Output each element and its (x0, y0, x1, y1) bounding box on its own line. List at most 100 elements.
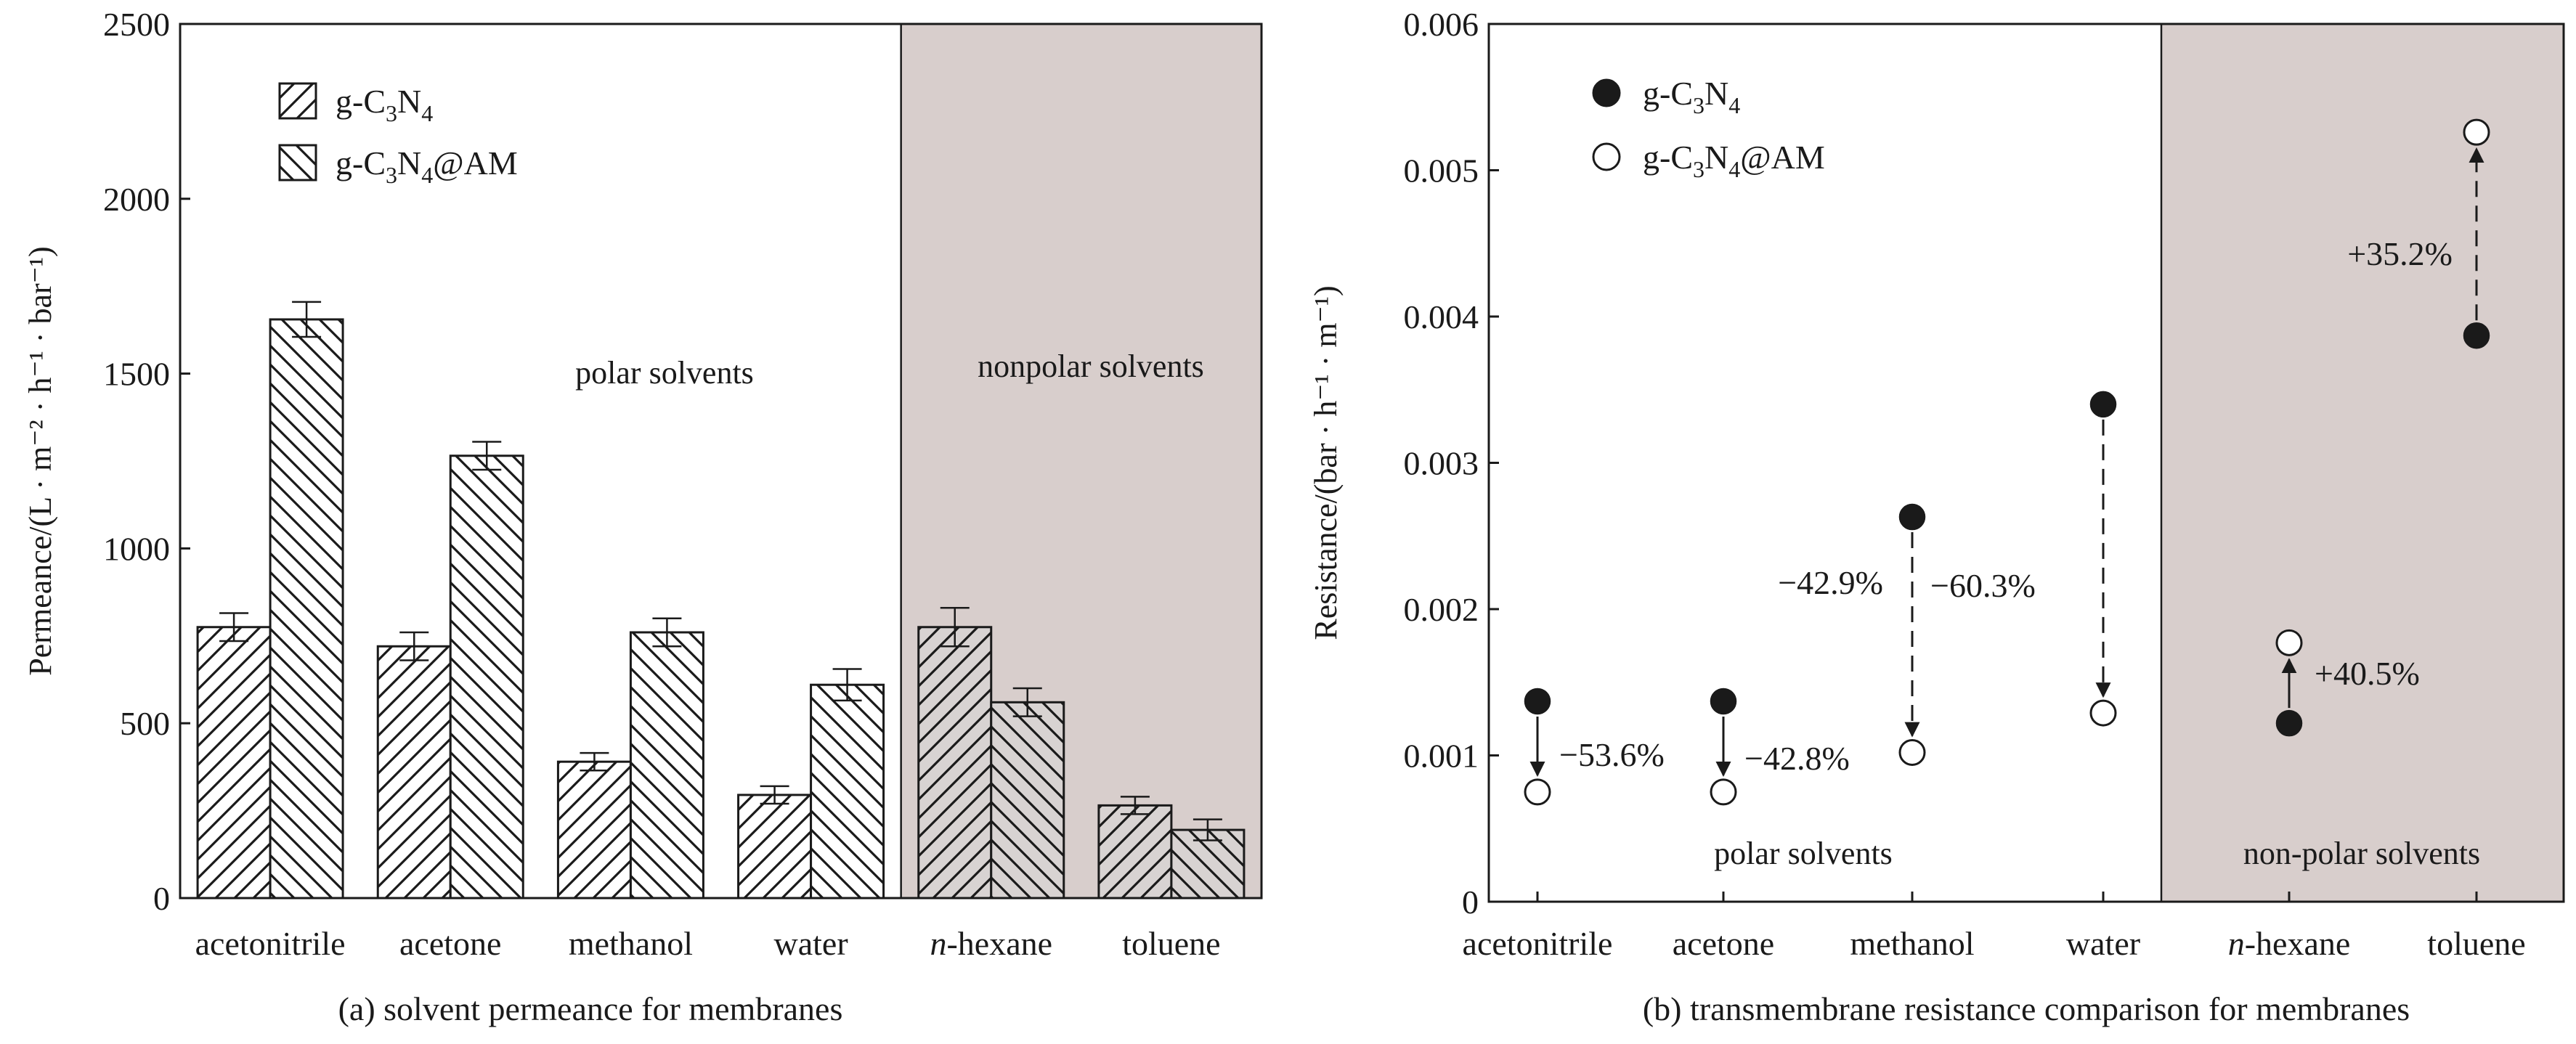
data-points (1524, 118, 2490, 806)
y-axis-ticks: 0 500 1000 1500 2000 2500 (103, 6, 190, 917)
change-label: +35.2% (2347, 235, 2453, 272)
change-label: +40.5% (2315, 655, 2420, 692)
x-axis-ticks: acetonitrile acetone methanol water n-hexane… (1463, 892, 2526, 962)
point-g-C3N4@AM-toluene (2463, 118, 2490, 146)
bar-hatch (917, 626, 993, 900)
legend-label: g-C3N4@AM (336, 144, 518, 188)
change-label: −53.6% (1559, 736, 1665, 773)
x-tick-label: acetonitrile (195, 925, 346, 962)
point-g-C3N4@AM-acetone (1710, 778, 1737, 806)
y-tick-label: 0 (153, 880, 170, 917)
y-tick-label: 0.002 (1404, 591, 1479, 628)
change-label: −42.8% (1744, 740, 1850, 777)
y-tick-label: 0.003 (1404, 445, 1479, 482)
error-bar (1012, 687, 1042, 717)
x-tick-label: water (774, 925, 848, 962)
permeance-chart: 0 500 1000 1500 2000 2500 acetonitrile acetone… (23, 6, 1263, 1027)
y-tick-label: 0.006 (1404, 6, 1479, 43)
bar-hatch (269, 318, 344, 900)
error-bar (652, 617, 682, 648)
error-bar (219, 612, 249, 643)
error-bar (940, 607, 970, 648)
x-tick-label: acetonitrile (1463, 925, 1613, 962)
x-tick-label: methanol (569, 925, 693, 962)
y-tick-label: 2000 (103, 181, 170, 218)
point-g-C3N4-toluene (2463, 322, 2490, 349)
point-g-C3N4-n-hexane (2275, 709, 2303, 737)
legend-swatch (278, 144, 317, 182)
legend-label: g-C3N4 (336, 83, 433, 126)
legend: g-C3N4 g-C3N4@AM (1592, 75, 1825, 182)
point-g-C3N4-acetonitrile (1524, 688, 1551, 715)
error-bar (1120, 796, 1150, 815)
error-bar (292, 301, 322, 338)
caption: (b) transmembrane resistance comparison … (1643, 990, 2410, 1027)
point-g-C3N4@AM-n-hexane (2275, 629, 2303, 656)
bar-hatch (449, 454, 524, 900)
y-axis-label: Resistance/(bar · h⁻¹ · m⁻¹) (1308, 285, 1344, 640)
error-bar (399, 631, 429, 661)
x-tick-label: n-hexane (930, 925, 1052, 962)
point-g-C3N4-water (2089, 391, 2117, 418)
legend-item-g-C3N4: g-C3N4 (1592, 75, 1740, 118)
y-tick-label: 0.001 (1404, 738, 1479, 775)
point-g-C3N4@AM-acetonitrile (1524, 778, 1551, 806)
legend-label: g-C3N4@AM (1643, 139, 1825, 182)
legend-marker (1592, 142, 1621, 171)
bar-g-C3N4@AM-methanol (629, 631, 704, 900)
bar-g-C3N4@AM-acetone (449, 454, 524, 900)
bar-hatch (196, 626, 272, 900)
y-tick-label: 2500 (103, 6, 170, 43)
y-axis-label: Permeance/(L · m⁻² · h⁻¹ · bar⁻¹) (23, 246, 58, 675)
bar-hatch (810, 683, 885, 900)
bar-hatch (376, 645, 452, 900)
error-bar (832, 668, 862, 702)
change-label: −42.9% (1778, 564, 1883, 601)
legend-item-g-C3N4: g-C3N4 (278, 82, 433, 126)
bar-hatch (990, 701, 1065, 900)
caption: (a) solvent permeance for membranes (338, 990, 843, 1027)
bar-g-C3N4@AM-n-hexane (990, 701, 1065, 900)
y-axis-ticks: 0 0.001 0.002 0.003 0.004 0.005 0.006 (1404, 6, 1499, 921)
x-tick-label: acetone (1673, 925, 1774, 962)
legend-swatch (278, 82, 317, 120)
x-tick-label: acetone (399, 925, 501, 962)
y-tick-label: 500 (120, 705, 170, 742)
change-label: −60.3% (1930, 567, 2036, 604)
bar-hatch (737, 794, 813, 900)
region-label-polar: polar solvents (1714, 836, 1893, 871)
legend-label: g-C3N4 (1643, 75, 1740, 118)
legend-item-g-C3N4@AM: g-C3N4@AM (278, 144, 518, 188)
bar-g-C3N4-acetonitrile (196, 626, 272, 900)
x-tick-label: toluene (2427, 925, 2525, 962)
bar-g-C3N4-water (737, 794, 813, 900)
y-tick-label: 0.005 (1404, 152, 1479, 189)
bar-g-C3N4-toluene (1097, 804, 1173, 900)
bars (196, 318, 1246, 900)
error-bar (580, 751, 609, 772)
x-tick-label: toluene (1122, 925, 1220, 962)
point-g-C3N4-methanol (1898, 503, 1926, 531)
change-arrows (1529, 147, 2484, 777)
x-tick-label: n-hexane (2228, 925, 2351, 962)
point-g-C3N4@AM-methanol (1898, 738, 1926, 766)
x-tick-label: methanol (1850, 925, 1974, 962)
x-axis-ticks: acetonitrile acetone methanol water n-hexane… (195, 925, 1221, 962)
y-tick-label: 0.004 (1404, 298, 1479, 335)
bar-g-C3N4@AM-acetonitrile (269, 318, 344, 900)
plot-frame (179, 23, 1263, 900)
change-labels: −53.6% −42.8% −42.9% −60.3% +40.5% +35.2% (1559, 235, 2453, 777)
error-bar (760, 785, 789, 805)
y-tick-label: 0 (1462, 884, 1479, 921)
bar-hatch (629, 631, 704, 900)
bar-g-C3N4@AM-water (810, 683, 885, 900)
y-tick-label: 1500 (103, 356, 170, 393)
error-bar (472, 441, 502, 471)
error-bars (219, 301, 1222, 841)
bar-g-C3N4-acetone (376, 645, 452, 900)
legend: g-C3N4 g-C3N4@AM (278, 82, 518, 188)
resistance-chart: −53.6% −42.8% −42.9% −60.3% +40.5% +35.2% 0 0.… (1308, 6, 2565, 1027)
x-tick-label: water (2066, 925, 2140, 962)
error-bar (1192, 818, 1222, 841)
